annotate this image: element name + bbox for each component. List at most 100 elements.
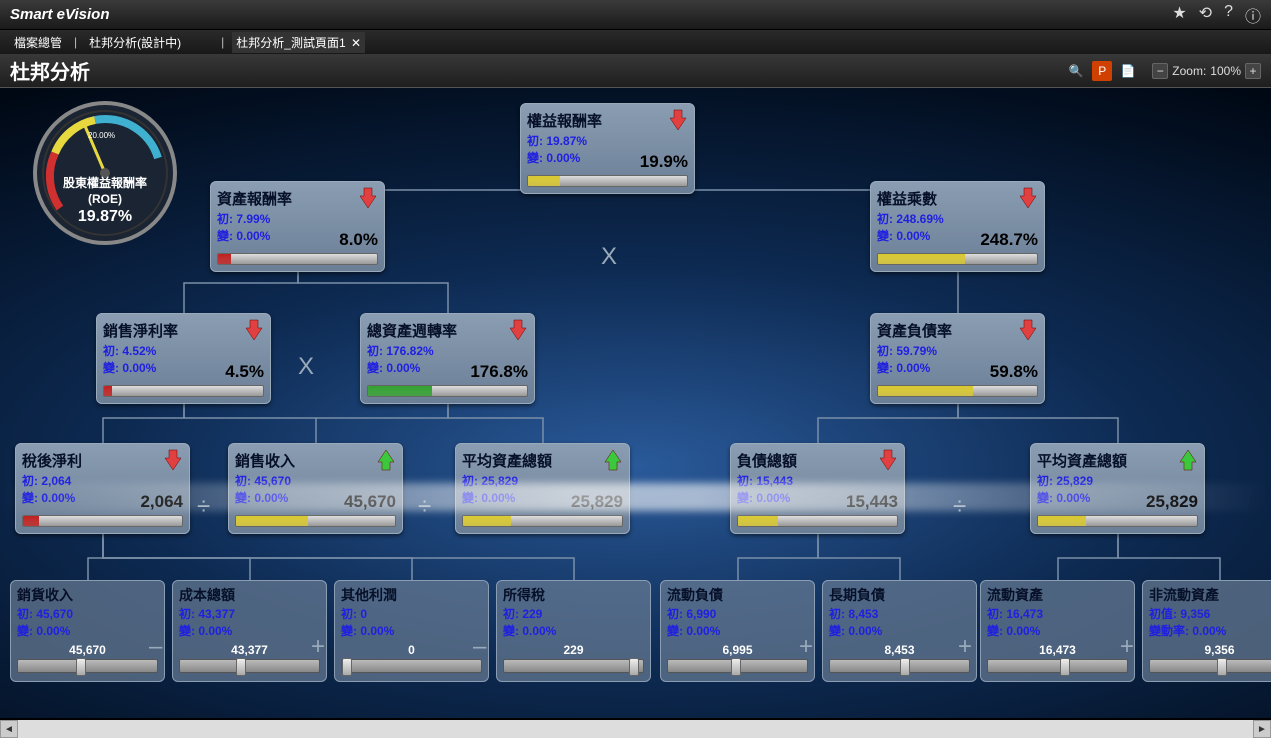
operator: – bbox=[149, 633, 162, 661]
doc-icon[interactable]: 📄 bbox=[1118, 61, 1138, 81]
snode-title: 銷貨收入 bbox=[17, 585, 158, 605]
refresh-icon[interactable]: ⟲ bbox=[1199, 3, 1212, 27]
node-tat[interactable]: 總資產週轉率初: 176.82%變: 0.00%176.8% bbox=[360, 313, 535, 404]
node-title: 銷售淨利率 bbox=[103, 320, 178, 341]
node-roe[interactable]: 權益報酬率初: 19.87%變: 0.00%19.9% bbox=[520, 103, 695, 194]
node-ata[interactable]: 平均資產總額初: 25,829變: 0.00%25,829 bbox=[455, 443, 630, 534]
star-icon[interactable]: ★ bbox=[1172, 3, 1186, 27]
node-bar bbox=[737, 515, 898, 527]
node-title: 負債總額 bbox=[737, 450, 797, 471]
node-init: 初: 15,443 bbox=[737, 472, 898, 489]
zoom-in-button[interactable]: + bbox=[1245, 63, 1261, 79]
slider-thumb[interactable] bbox=[1060, 658, 1070, 676]
horizontal-scrollbar[interactable]: ◄ ► bbox=[0, 720, 1271, 738]
node-bar bbox=[462, 515, 623, 527]
breadcrumb-item[interactable]: 杜邦分析(設計中) bbox=[85, 32, 185, 53]
scroll-left-button[interactable]: ◄ bbox=[0, 720, 18, 738]
arrow-down-icon bbox=[668, 108, 688, 132]
node-init: 初: 25,829 bbox=[1037, 472, 1198, 489]
snode-change: 變: 0.00% bbox=[179, 622, 320, 639]
operator: + bbox=[958, 633, 972, 661]
zoom-value: 100% bbox=[1210, 64, 1241, 78]
snode-init: 初: 16,473 bbox=[987, 605, 1128, 622]
app-title: Smart eVision bbox=[10, 6, 1172, 23]
node-bar bbox=[877, 385, 1038, 397]
info-icon[interactable]: ⓘ bbox=[1245, 3, 1261, 27]
node-tl[interactable]: 負債總額初: 15,443變: 0.00%15,443 bbox=[730, 443, 905, 534]
slider-node-s6[interactable]: 長期負債初: 8,453變: 0.00%8,453 bbox=[822, 580, 977, 682]
node-rev[interactable]: 銷售收入初: 45,670變: 0.00%45,670 bbox=[228, 443, 403, 534]
slider-track[interactable] bbox=[17, 659, 158, 673]
arrow-down-icon bbox=[878, 448, 898, 472]
operator: X bbox=[601, 243, 617, 271]
arrow-down-icon bbox=[244, 318, 264, 342]
snode-change: 變: 0.00% bbox=[17, 622, 158, 639]
snode-value: 0 bbox=[341, 643, 482, 657]
slider-thumb[interactable] bbox=[900, 658, 910, 676]
diagram-canvas: 20.00% 股東權益報酬率 (ROE) 19.87% 權益報酬率初: 19.8… bbox=[0, 88, 1271, 718]
slider-node-s2[interactable]: 成本總額初: 43,377變: 0.00%43,377 bbox=[172, 580, 327, 682]
node-npm[interactable]: 銷售淨利率初: 4.52%變: 0.00%4.5% bbox=[96, 313, 271, 404]
node-ni[interactable]: 稅後淨利初: 2,064變: 0.00%2,064 bbox=[15, 443, 190, 534]
snode-init: 初: 6,990 bbox=[667, 605, 808, 622]
close-icon[interactable]: ✕ bbox=[351, 36, 361, 50]
node-bar bbox=[877, 253, 1038, 265]
slider-node-s1[interactable]: 銷貨收入初: 45,670變: 0.00%45,670 bbox=[10, 580, 165, 682]
snode-change: 變: 0.00% bbox=[667, 622, 808, 639]
node-init: 初: 7.99% bbox=[217, 210, 378, 227]
slider-node-s4[interactable]: 所得稅初: 229變: 0.00%229 bbox=[496, 580, 651, 682]
help-icon[interactable]: ? bbox=[1224, 3, 1233, 27]
slider-node-s3[interactable]: 其他利潤初: 0變: 0.00%0 bbox=[334, 580, 489, 682]
slider-node-s5[interactable]: 流動負債初: 6,990變: 0.00%6,995 bbox=[660, 580, 815, 682]
node-title: 權益乘數 bbox=[877, 188, 937, 209]
operator: + bbox=[311, 633, 325, 661]
slider-thumb[interactable] bbox=[1217, 658, 1227, 676]
slider-track[interactable] bbox=[987, 659, 1128, 673]
node-roa[interactable]: 資產報酬率初: 7.99%變: 0.00%8.0% bbox=[210, 181, 385, 272]
breadcrumb-item[interactable]: 檔案總管 bbox=[10, 32, 66, 53]
snode-value: 6,995 bbox=[667, 643, 808, 657]
arrow-down-icon bbox=[358, 186, 378, 210]
slider-track[interactable] bbox=[829, 659, 970, 673]
arrow-down-icon bbox=[1018, 318, 1038, 342]
node-init: 初: 19.87% bbox=[527, 132, 688, 149]
breadcrumb: 檔案總管 | 杜邦分析(設計中) | 杜邦分析_測試頁面1 ✕ bbox=[0, 30, 1271, 54]
node-bar bbox=[367, 385, 528, 397]
zoom-out-button[interactable]: − bbox=[1152, 63, 1168, 79]
snode-change: 變: 0.00% bbox=[987, 622, 1128, 639]
node-bar bbox=[103, 385, 264, 397]
snode-value: 16,473 bbox=[987, 643, 1128, 657]
snode-init: 初: 229 bbox=[503, 605, 644, 622]
slider-thumb[interactable] bbox=[342, 658, 352, 676]
node-em[interactable]: 權益乘數初: 248.69%變: 0.00%248.7% bbox=[870, 181, 1045, 272]
slider-track[interactable] bbox=[179, 659, 320, 673]
node-ata2[interactable]: 平均資產總額初: 25,829變: 0.00%25,829 bbox=[1030, 443, 1205, 534]
snode-change: 變: 0.00% bbox=[341, 622, 482, 639]
slider-track[interactable] bbox=[1149, 659, 1271, 673]
search-icon[interactable]: 🔍 bbox=[1066, 61, 1086, 81]
slider-thumb[interactable] bbox=[731, 658, 741, 676]
slider-thumb[interactable] bbox=[629, 658, 639, 676]
toolbar: 杜邦分析 🔍 P 📄 − Zoom: 100% + bbox=[0, 54, 1271, 88]
roe-gauge: 20.00% 股東權益報酬率 (ROE) 19.87% bbox=[30, 98, 180, 248]
operator: X bbox=[298, 353, 314, 381]
arrow-down-icon bbox=[1018, 186, 1038, 210]
slider-node-s8[interactable]: 非流動資產初值: 9,356變動率: 0.00%9,356 bbox=[1142, 580, 1271, 682]
slider-track[interactable] bbox=[341, 659, 482, 673]
operator: + bbox=[1120, 633, 1134, 661]
node-init: 初: 248.69% bbox=[877, 210, 1038, 227]
snode-change: 變動率: 0.00% bbox=[1149, 622, 1271, 639]
slider-track[interactable] bbox=[667, 659, 808, 673]
scroll-right-button[interactable]: ► bbox=[1253, 720, 1271, 738]
node-bar bbox=[1037, 515, 1198, 527]
tab-active[interactable]: 杜邦分析_測試頁面1 ✕ bbox=[232, 32, 365, 53]
node-bar bbox=[217, 253, 378, 265]
slider-track[interactable] bbox=[503, 659, 644, 673]
ppt-icon[interactable]: P bbox=[1092, 61, 1112, 81]
slider-node-s7[interactable]: 流動資產初: 16,473變: 0.00%16,473 bbox=[980, 580, 1135, 682]
node-init: 初: 25,829 bbox=[462, 472, 623, 489]
slider-thumb[interactable] bbox=[76, 658, 86, 676]
snode-change: 變: 0.00% bbox=[829, 622, 970, 639]
node-dar[interactable]: 資產負債率初: 59.79%變: 0.00%59.8% bbox=[870, 313, 1045, 404]
slider-thumb[interactable] bbox=[236, 658, 246, 676]
